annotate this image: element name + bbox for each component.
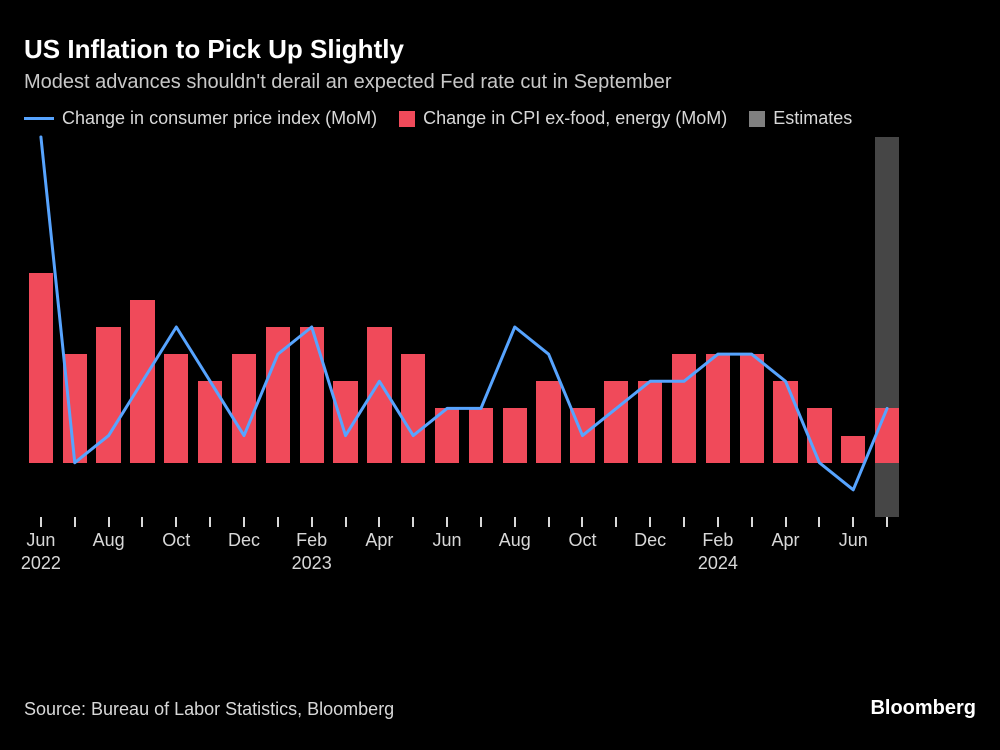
legend-item-estimate: Estimates: [749, 108, 852, 129]
x-tick-label: Dec: [228, 529, 260, 552]
x-tick: [209, 517, 211, 527]
x-tick: [243, 517, 245, 527]
x-tick: [785, 517, 787, 527]
x-tick: [615, 517, 617, 527]
legend-item-line: Change in consumer price index (MoM): [24, 108, 377, 129]
x-tick: [683, 517, 685, 527]
x-tick-label: Feb 2023: [292, 529, 332, 574]
x-tick: [311, 517, 313, 527]
x-tick: [345, 517, 347, 527]
x-tick: [480, 517, 482, 527]
x-tick-label: Aug: [499, 529, 531, 552]
x-tick: [108, 517, 110, 527]
x-tick: [40, 517, 42, 527]
x-tick-label: Aug: [93, 529, 125, 552]
x-tick-label: Oct: [568, 529, 596, 552]
x-tick: [446, 517, 448, 527]
x-tick-label: Oct: [162, 529, 190, 552]
chart-container: US Inflation to Pick Up Slightly Modest …: [0, 0, 1000, 750]
x-tick-label: Jun 2022: [21, 529, 61, 574]
y-axis: 1.2%1.00.80.60.40.20-0.2: [978, 137, 1000, 517]
x-tick-label: Apr: [365, 529, 393, 552]
chart-subtitle: Modest advances shouldn't derail an expe…: [24, 71, 976, 94]
x-tick: [378, 517, 380, 527]
x-tick: [514, 517, 516, 527]
x-tick: [277, 517, 279, 527]
x-tick: [74, 517, 76, 527]
x-tick-label: Dec: [634, 529, 666, 552]
x-tick: [852, 517, 854, 527]
x-tick: [141, 517, 143, 527]
x-tick-label: Feb 2024: [698, 529, 738, 574]
plot-area: [24, 137, 904, 517]
legend-line-swatch: [24, 117, 54, 120]
x-tick: [886, 517, 888, 527]
legend-bar-label: Change in CPI ex-food, energy (MoM): [423, 108, 727, 129]
x-tick: [412, 517, 414, 527]
legend-estimate-swatch: [749, 111, 765, 127]
x-tick-label: Apr: [772, 529, 800, 552]
legend: Change in consumer price index (MoM) Cha…: [24, 108, 976, 129]
x-tick-label: Jun: [433, 529, 462, 552]
plot-wrap: 1.2%1.00.80.60.40.20-0.2 Jun 2022AugOctD…: [24, 137, 976, 567]
x-tick: [649, 517, 651, 527]
x-tick: [175, 517, 177, 527]
brand-logo: Bloomberg: [870, 697, 976, 720]
x-tick-label: Jun: [839, 529, 868, 552]
x-tick: [581, 517, 583, 527]
x-tick: [548, 517, 550, 527]
legend-bar-swatch: [399, 111, 415, 127]
x-tick: [751, 517, 753, 527]
source-text: Source: Bureau of Labor Statistics, Bloo…: [24, 699, 394, 720]
legend-line-label: Change in consumer price index (MoM): [62, 108, 377, 129]
line-layer: [24, 137, 904, 517]
legend-estimate-label: Estimates: [773, 108, 852, 129]
x-tick: [818, 517, 820, 527]
x-tick: [717, 517, 719, 527]
chart-title: US Inflation to Pick Up Slightly: [24, 34, 976, 65]
legend-item-bar: Change in CPI ex-food, energy (MoM): [399, 108, 727, 129]
cpi-line: [41, 137, 887, 490]
